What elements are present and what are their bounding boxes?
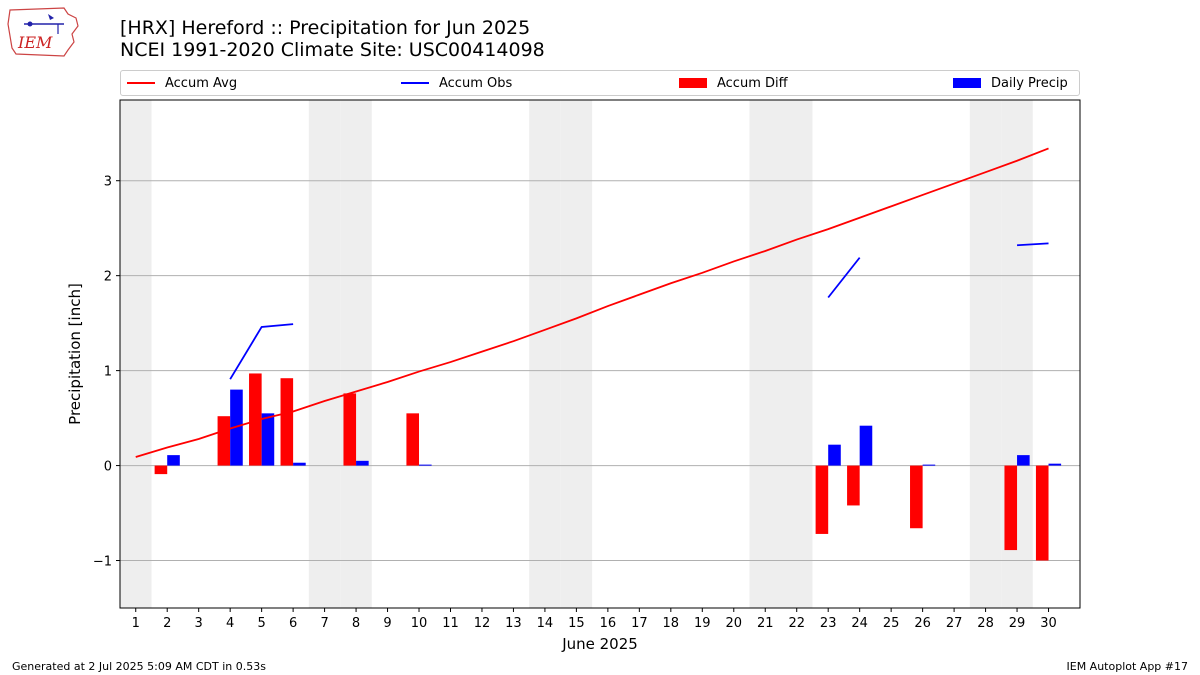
- weekend-shade: [308, 100, 341, 608]
- legend-item-accum-obs: Accum Obs: [401, 71, 512, 95]
- x-tick-label: 13: [505, 616, 522, 631]
- bar-accum-diff: [154, 465, 168, 475]
- weekend-shade: [120, 100, 152, 608]
- x-tick-label: 30: [1040, 616, 1057, 631]
- bar-accum-diff: [815, 465, 829, 534]
- bar-accum-diff: [280, 378, 294, 466]
- y-tick-label: 2: [104, 270, 112, 285]
- generated-note: Generated at 2 Jul 2025 5:09 AM CDT in 0…: [12, 660, 266, 673]
- bar-accum-diff: [406, 413, 420, 466]
- x-tick-label: 6: [289, 616, 297, 631]
- weekend-shade: [340, 100, 372, 608]
- chart-legend: Accum Avg Accum Obs Accum Diff Daily Pre…: [120, 70, 1080, 96]
- bar-daily-precip: [293, 462, 306, 466]
- bar-daily-precip: [167, 455, 180, 466]
- x-tick-label: 25: [883, 616, 900, 631]
- x-tick-label: 23: [820, 616, 837, 631]
- bar-accum-diff: [343, 393, 357, 466]
- legend-swatch-accum-diff: [679, 78, 707, 88]
- x-tick-label: 19: [694, 616, 711, 631]
- x-tick-label: 11: [442, 616, 459, 631]
- x-tick-label: 14: [537, 616, 554, 631]
- y-tick-label: −1: [93, 555, 112, 570]
- x-tick-label: 7: [320, 616, 328, 631]
- line-accum-obs: [229, 323, 294, 380]
- title-line-2: NCEI 1991-2020 Climate Site: USC00414098: [120, 39, 545, 61]
- weekend-shade: [969, 100, 1002, 608]
- logo-text: IEM: [17, 33, 53, 52]
- bar-accum-diff: [847, 465, 860, 506]
- x-tick-label: 22: [788, 616, 805, 631]
- bar-daily-precip: [922, 464, 936, 466]
- x-tick-label: 5: [257, 616, 265, 631]
- bar-accum-diff: [1035, 465, 1049, 561]
- legend-label-daily-precip: Daily Precip: [991, 75, 1068, 91]
- chart-title: [HRX] Hereford :: Precipitation for Jun …: [120, 17, 545, 61]
- bar-daily-precip: [261, 413, 275, 466]
- bar-accum-diff: [249, 373, 262, 466]
- legend-item-accum-avg: Accum Avg: [127, 71, 237, 95]
- bar-accum-diff: [217, 416, 231, 466]
- bar-daily-precip: [1048, 463, 1062, 466]
- bar-daily-precip: [356, 460, 369, 466]
- bar-daily-precip: [230, 389, 243, 466]
- bar-daily-precip: [828, 444, 841, 466]
- legend-swatch-accum-avg: [127, 82, 155, 84]
- legend-item-daily-precip: Daily Precip: [953, 71, 1068, 95]
- x-tick-label: 17: [631, 616, 648, 631]
- x-axis-label: June 2025: [561, 635, 638, 653]
- weekend-shade: [780, 100, 813, 608]
- bar-accum-diff: [1004, 465, 1018, 551]
- line-accum-avg: [135, 147, 1049, 458]
- iem-logo: IEM: [6, 4, 82, 60]
- x-tick-label: 2: [163, 616, 171, 631]
- weekend-shade: [749, 100, 781, 608]
- app-credit: IEM Autoplot App #17: [1066, 660, 1189, 673]
- plot-frame: [119, 99, 1081, 609]
- weekend-shade: [560, 100, 593, 608]
- bar-daily-precip: [859, 425, 873, 466]
- x-tick-label: 4: [226, 616, 234, 631]
- x-tick-label: 21: [757, 616, 774, 631]
- x-tick-label: 24: [851, 616, 868, 631]
- bar-accum-diff: [910, 465, 923, 529]
- x-tick-label: 8: [352, 616, 360, 631]
- bar-daily-precip: [419, 464, 432, 466]
- x-tick-label: 29: [1009, 616, 1026, 631]
- weekend-shade: [529, 100, 561, 608]
- x-tick-label: 18: [663, 616, 680, 631]
- y-tick-label: 1: [104, 365, 112, 380]
- y-tick-label: 0: [104, 460, 112, 475]
- legend-swatch-accum-obs: [401, 82, 429, 84]
- x-tick-label: 10: [411, 616, 428, 631]
- legend-label-accum-diff: Accum Diff: [717, 75, 788, 91]
- x-tick-label: 3: [195, 616, 203, 631]
- legend-label-accum-avg: Accum Avg: [165, 75, 238, 91]
- x-tick-label: 15: [568, 616, 585, 631]
- line-accum-obs: [1016, 242, 1049, 247]
- legend-swatch-daily-precip: [953, 78, 981, 88]
- x-tick-label: 9: [383, 616, 391, 631]
- title-line-1: [HRX] Hereford :: Precipitation for Jun …: [120, 17, 531, 39]
- legend-item-accum-diff: Accum Diff: [679, 71, 788, 95]
- x-tick-label: 27: [946, 616, 963, 631]
- x-tick-label: 16: [600, 616, 617, 631]
- x-tick-label: 26: [914, 616, 931, 631]
- bar-daily-precip: [1017, 455, 1030, 466]
- x-tick-label: 20: [725, 616, 742, 631]
- legend-label-accum-obs: Accum Obs: [439, 75, 513, 91]
- y-tick-label: 3: [104, 175, 112, 190]
- line-accum-obs: [827, 257, 861, 299]
- x-tick-label: 28: [977, 616, 994, 631]
- x-tick-label: 1: [132, 616, 140, 631]
- y-axis-label: Precipitation [inch]: [66, 283, 84, 425]
- x-tick-label: 12: [474, 616, 491, 631]
